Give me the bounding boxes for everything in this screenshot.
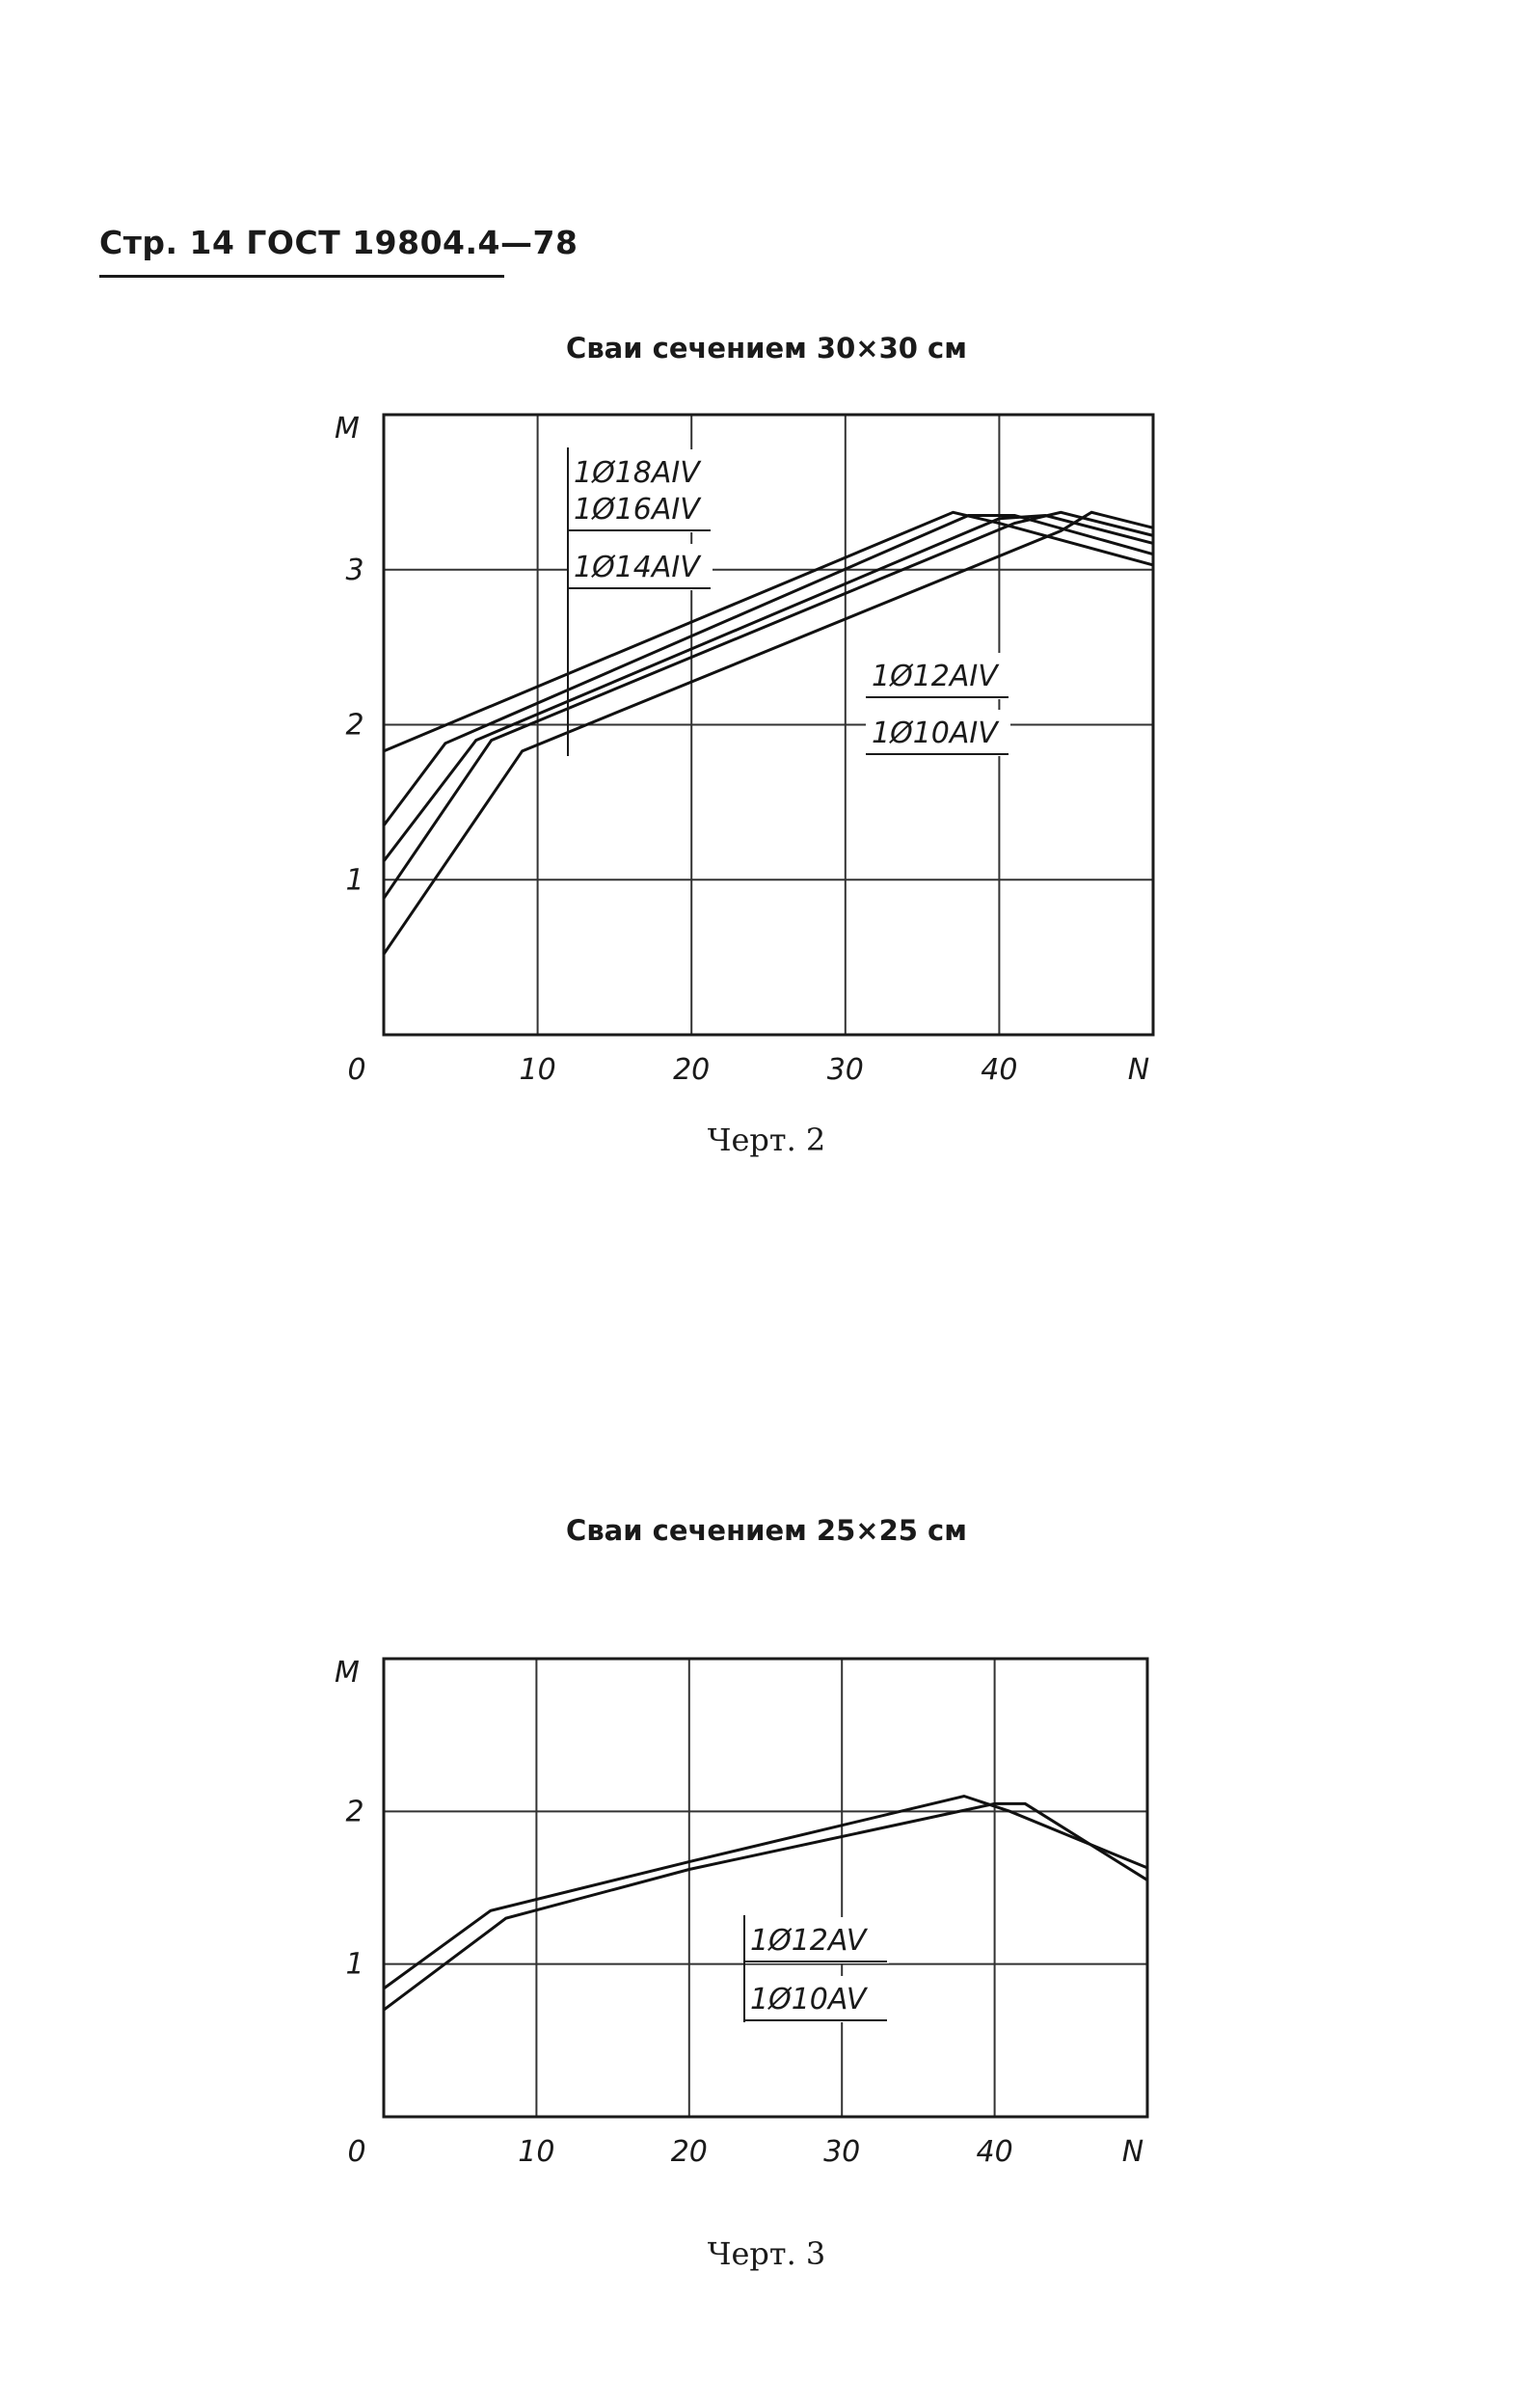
y-tick-label: 1: [345, 863, 363, 897]
series-label-bg: [866, 710, 1010, 756]
page-header: Стр. 14 ГОСТ 19804.4—78: [99, 224, 578, 261]
x-tick-label: 30: [827, 1053, 864, 1087]
y-tick-label: 3: [345, 554, 363, 587]
series-label: 1Ø14AIV: [574, 551, 702, 584]
x-tick-label: 0: [347, 2135, 365, 2169]
caption-chart-2: Черт. 2: [707, 1122, 826, 1158]
y-axis-label: M: [335, 1656, 360, 1690]
chart-25x25: 0 10 20 30 40 1 2 M N 1Ø12AV 1Ø10AV: [335, 1656, 1149, 2169]
series-line: [383, 1801, 1148, 2012]
series-label-bg: [744, 1917, 889, 1963]
x-tick-label: 10: [518, 2135, 554, 2169]
series-label-bg: [744, 1976, 889, 2022]
series-line: [382, 510, 1154, 900]
series-label: 1Ø10AIV: [872, 717, 1000, 750]
series-label: 1Ø12AV: [750, 1924, 869, 1958]
chart-title-30x30: Сваи сечением 30×30 см: [566, 332, 967, 365]
series-label-bg: [568, 486, 713, 532]
x-tick-label: 40: [977, 2135, 1013, 2169]
header-underline: [99, 275, 504, 278]
series-label-bg: [568, 544, 713, 590]
series-line: [382, 513, 1154, 826]
series-line: [383, 510, 1154, 753]
y-axis-label: M: [335, 412, 360, 446]
x-tick-label: 10: [520, 1053, 556, 1087]
series-line: [382, 513, 1154, 862]
series-label: 1Ø10AV: [750, 1983, 869, 2016]
series-label: 1Ø18AIV: [574, 456, 702, 490]
caption-chart-3: Черт. 3: [707, 2235, 826, 2272]
y-tick-label: 2: [345, 709, 363, 743]
y-tick-label: 2: [345, 1795, 363, 1828]
plot-frame: [382, 1657, 1149, 2119]
x-tick-label: 20: [671, 2135, 708, 2169]
x-tick-label: 0: [347, 1053, 365, 1087]
series-label: 1Ø16AIV: [574, 493, 702, 527]
x-tick-label: 30: [823, 2135, 860, 2169]
x-axis-label: N: [1122, 2135, 1143, 2169]
x-tick-label: 40: [981, 1053, 1017, 1087]
series-line: [382, 510, 1154, 956]
plot-frame: [382, 413, 1155, 1037]
x-axis-label: N: [1128, 1053, 1149, 1087]
series-label: 1Ø12AIV: [872, 660, 1000, 693]
x-tick-label: 20: [673, 1053, 710, 1087]
y-tick-label: 1: [345, 1948, 363, 1982]
series-line: [383, 1794, 1148, 1990]
series-label-bg: [866, 653, 1010, 699]
chart-title-25x25: Сваи сечением 25×25 см: [566, 1514, 967, 1547]
